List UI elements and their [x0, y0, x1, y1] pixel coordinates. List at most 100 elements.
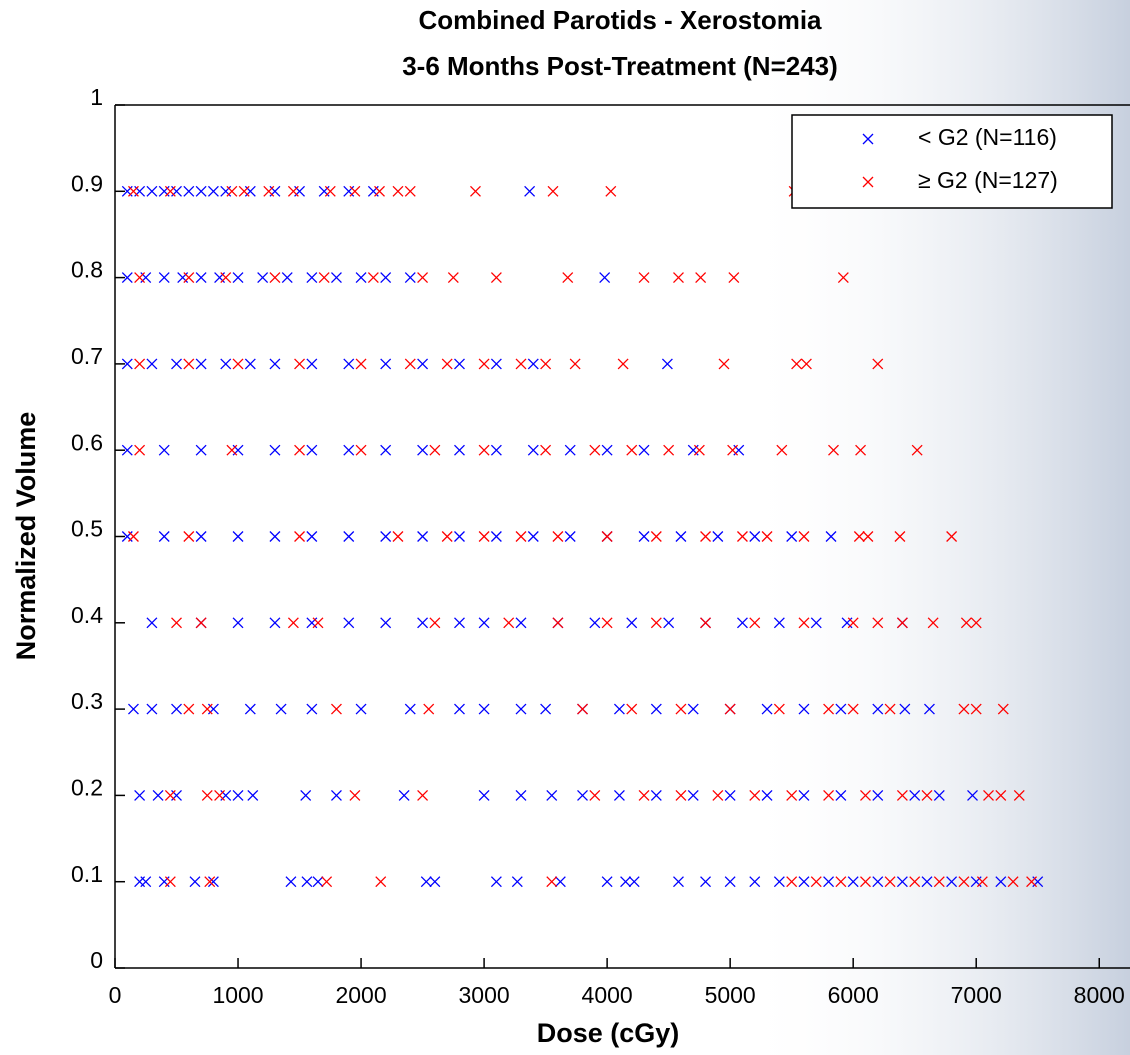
point	[441, 531, 453, 542]
point	[638, 272, 650, 284]
point	[515, 531, 527, 542]
point	[736, 617, 748, 629]
point	[800, 358, 812, 370]
point	[524, 185, 536, 197]
point	[911, 444, 923, 456]
point	[601, 531, 613, 542]
point	[933, 789, 945, 801]
point	[183, 272, 195, 284]
point	[392, 185, 404, 197]
point	[527, 531, 539, 542]
y-tick-label: 0.8	[71, 257, 103, 283]
x-tick-label: 5000	[705, 982, 756, 1008]
point	[601, 444, 613, 456]
chart-title: Combined Parotids - Xerostomia	[418, 5, 822, 35]
point	[330, 703, 342, 715]
point	[189, 876, 201, 888]
point	[417, 444, 429, 456]
point	[960, 617, 972, 629]
point	[727, 444, 739, 456]
y-tick-label: 0.4	[71, 602, 103, 628]
point	[853, 531, 865, 542]
point	[244, 703, 256, 715]
point	[884, 703, 896, 715]
point	[626, 703, 638, 715]
point	[1007, 876, 1019, 888]
point	[823, 703, 835, 715]
point	[540, 358, 552, 370]
x-tick-label: 4000	[582, 982, 633, 1008]
point	[306, 703, 318, 715]
point	[650, 617, 662, 629]
point	[511, 876, 523, 888]
point	[375, 876, 387, 888]
point	[146, 617, 158, 629]
point	[244, 358, 256, 370]
point	[749, 789, 761, 801]
point	[294, 531, 306, 542]
point	[810, 617, 822, 629]
point	[687, 789, 699, 801]
point	[617, 358, 629, 370]
point	[860, 876, 871, 888]
point	[478, 789, 490, 801]
point	[121, 272, 133, 284]
point	[171, 703, 182, 715]
point	[798, 703, 810, 715]
point	[638, 444, 650, 456]
legend-marker	[862, 176, 874, 188]
point	[712, 789, 724, 801]
point	[127, 531, 139, 542]
point	[158, 531, 170, 542]
point	[121, 444, 133, 456]
point	[294, 444, 306, 456]
point	[835, 703, 847, 715]
point	[673, 876, 684, 888]
point	[896, 876, 908, 888]
point	[773, 876, 785, 888]
point	[628, 876, 640, 888]
point	[343, 617, 355, 629]
point	[663, 617, 675, 629]
point	[164, 185, 176, 197]
point	[958, 876, 970, 888]
point	[183, 531, 195, 542]
point	[392, 531, 404, 542]
point	[127, 703, 139, 715]
point	[140, 876, 152, 888]
y-tick-label: 1	[90, 84, 103, 110]
point	[712, 531, 724, 542]
point	[226, 185, 238, 197]
point	[324, 185, 336, 197]
point	[554, 876, 566, 888]
point	[171, 358, 182, 370]
point	[367, 272, 379, 284]
point	[454, 444, 465, 456]
point	[776, 444, 788, 456]
point	[429, 444, 441, 456]
point	[872, 358, 884, 370]
point	[650, 531, 662, 542]
point	[183, 185, 195, 197]
point	[287, 617, 299, 629]
point	[663, 444, 675, 456]
point	[429, 617, 441, 629]
point	[454, 358, 465, 370]
point	[527, 444, 539, 456]
y-tick-label: 0.1	[71, 861, 103, 887]
point	[146, 185, 158, 197]
point	[899, 703, 911, 715]
point	[749, 876, 761, 888]
point	[152, 789, 164, 801]
point	[349, 185, 361, 197]
point	[232, 531, 244, 542]
point	[761, 531, 773, 542]
point	[447, 272, 459, 284]
x-tick-label: 2000	[335, 982, 386, 1008]
point	[693, 444, 705, 456]
point	[343, 358, 355, 370]
point	[798, 617, 810, 629]
point	[540, 703, 552, 715]
point	[546, 876, 558, 888]
point	[823, 876, 835, 888]
